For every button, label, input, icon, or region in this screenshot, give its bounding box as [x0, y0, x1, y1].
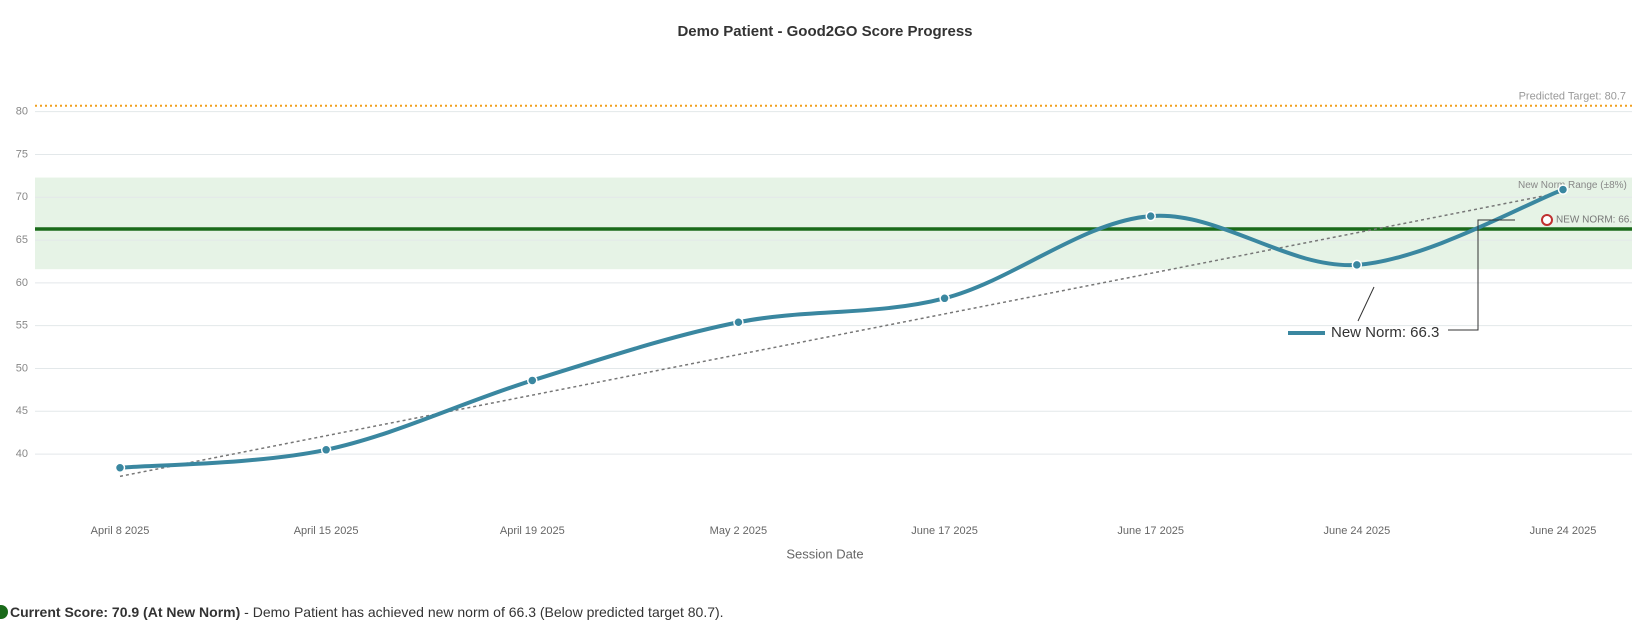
point	[114, 462, 126, 474]
target-label: Predicted Target: 80.7	[1519, 91, 1626, 103]
annotation-arrow	[1357, 286, 1375, 322]
x-tick-label: May 2 2025	[710, 525, 767, 537]
y-tick-label: 75	[16, 148, 28, 160]
footer: Current Score: 70.9 (At New Norm) - Demo…	[0, 604, 724, 620]
x-tick-label: June 24 2025	[1324, 525, 1391, 537]
y-tick-label: 65	[16, 234, 28, 246]
y-tick-label: 60	[16, 277, 28, 289]
y-tick-label: 55	[16, 320, 28, 332]
x-tick-label: April 8 2025	[91, 525, 150, 537]
y-tick-label: 40	[16, 448, 28, 460]
point	[939, 293, 950, 304]
chart: Demo Patient - Good2GO Score Progress Se…	[16, 23, 1632, 561]
chart-title: Demo Patient - Good2GO Score Progress	[677, 23, 972, 40]
legend-label: New Norm: 66.3	[1331, 324, 1439, 341]
x-tick-label: April 19 2025	[500, 525, 565, 537]
norm-range-label: New Norm Range (±8%)	[1518, 180, 1627, 191]
y-tick-label: 45	[16, 405, 28, 417]
point	[733, 317, 744, 328]
point	[1145, 210, 1156, 222]
point	[1351, 259, 1363, 271]
norm-range	[35, 177, 1632, 270]
x-axis-title: Session Date	[786, 546, 863, 561]
annotation-bracket	[1448, 219, 1515, 331]
x-tick-label: April 15 2025	[294, 525, 359, 537]
x-tick-label: June 17 2025	[911, 525, 978, 537]
x-tick-label: June 24 2025	[1530, 525, 1597, 537]
point	[1557, 184, 1569, 195]
series-line	[119, 187, 1564, 470]
point	[320, 444, 332, 456]
trend-line	[119, 191, 1564, 478]
y-tick-label: 70	[16, 191, 28, 203]
status-dot	[0, 605, 8, 619]
norm-label: NEW NORM: 66.3	[1556, 215, 1632, 226]
point	[527, 375, 538, 386]
y-tick-label: 50	[16, 362, 28, 374]
norm-icon	[1541, 213, 1553, 226]
footer-text: - Demo Patient has achieved new norm of …	[240, 604, 724, 620]
status: Current Score: 70.9 (At New Norm)	[10, 604, 241, 620]
x-tick-label: June 17 2025	[1117, 525, 1184, 537]
y-tick-label: 80	[16, 106, 28, 118]
